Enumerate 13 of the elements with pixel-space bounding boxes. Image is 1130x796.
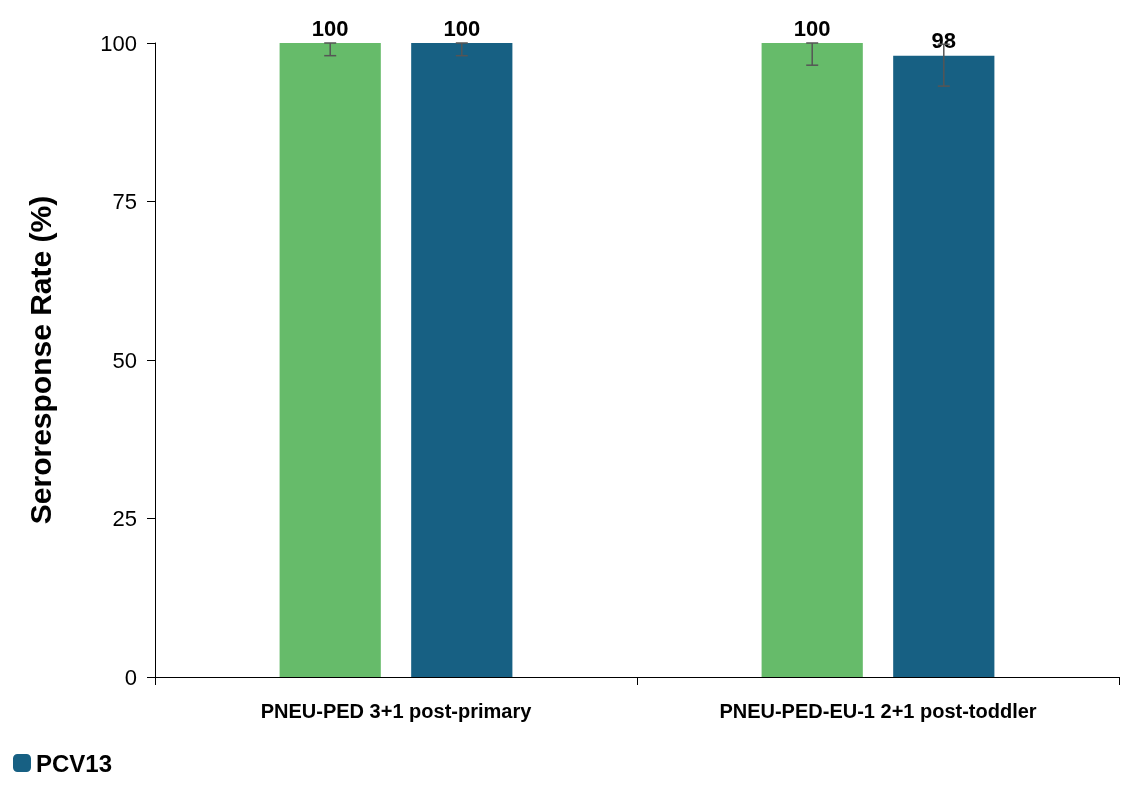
y-tick-label: 75 <box>112 189 137 214</box>
y-tick-label: 50 <box>112 347 137 373</box>
y-axis-title: Seroresponse Rate (%) <box>23 195 57 525</box>
data-label: 100 <box>443 15 481 41</box>
data-label: 100 <box>311 15 349 41</box>
data-label: 100 <box>793 15 831 41</box>
x-tick-label: PNEU-PED-EU-1 2+1 post-toddler <box>719 700 1037 722</box>
data-label: 98 <box>931 28 957 54</box>
y-tick-label: 0 <box>124 664 137 690</box>
x-tick-label: PNEU-PED 3+1 post-primary <box>260 700 533 722</box>
legend-label: PCV13 <box>36 749 113 777</box>
y-tick-label: 100 <box>100 30 137 56</box>
y-tick-label: 25 <box>112 506 137 531</box>
